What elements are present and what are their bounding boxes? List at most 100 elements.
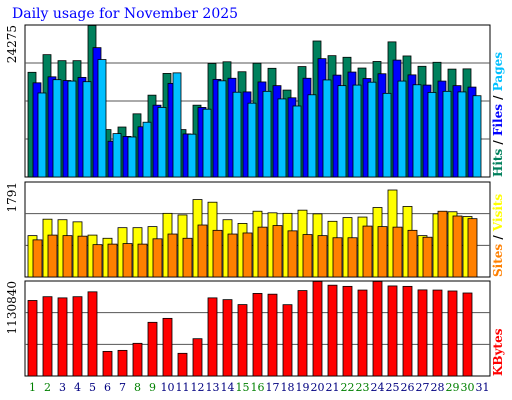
- day-label: 2: [44, 381, 51, 394]
- pages-bar: [157, 107, 167, 178]
- sites-bar: [92, 244, 103, 278]
- kbytes-bar: [297, 290, 308, 377]
- sites-bar: [377, 226, 388, 278]
- kbytes-bar: [72, 296, 83, 377]
- pages-bar: [217, 80, 227, 178]
- series-legend-label: Hits / Files / Pages: [491, 52, 505, 177]
- day-label: 11: [176, 381, 190, 394]
- kbytes-bar: [327, 284, 338, 377]
- pages-bar: [472, 95, 482, 178]
- sites-bar: [422, 236, 433, 278]
- day-label: 25: [386, 381, 400, 394]
- kbytes-bar: [372, 281, 383, 377]
- sites-bar: [452, 215, 463, 278]
- day-label: 29: [446, 381, 460, 394]
- day-label: 7: [119, 381, 126, 394]
- day-label: 8: [134, 381, 141, 394]
- day-label: 31: [476, 381, 490, 394]
- pages-bar: [442, 90, 452, 178]
- ymax-label: 24275: [5, 25, 19, 63]
- sites-bar: [392, 226, 403, 278]
- pages-bar: [427, 92, 437, 178]
- sites-bar: [407, 229, 418, 278]
- pages-bar: [457, 91, 467, 178]
- day-label: 26: [401, 381, 415, 394]
- kbytes-bar: [387, 285, 398, 377]
- kbytes-bar: [42, 296, 53, 377]
- sites-bar: [197, 224, 208, 278]
- sites-bar: [32, 239, 43, 278]
- sites-bar: [287, 230, 298, 278]
- kbytes-bar: [192, 338, 203, 377]
- pages-bar: [322, 79, 332, 178]
- day-label: 30: [461, 381, 475, 394]
- sites-bar: [212, 229, 223, 278]
- day-label: 28: [431, 381, 445, 394]
- pages-bar: [292, 105, 302, 178]
- day-label: 9: [149, 381, 156, 394]
- pages-bar: [277, 98, 287, 178]
- pages-bar: [142, 121, 152, 178]
- day-label: 4: [74, 381, 81, 394]
- sites-bar: [467, 218, 478, 278]
- kbytes-bar: [207, 297, 218, 377]
- kbytes-bar: [282, 304, 293, 377]
- kbytes-bar: [117, 349, 128, 377]
- pages-bar: [232, 91, 242, 178]
- kbytes-bar: [102, 350, 113, 377]
- day-label: 21: [326, 381, 340, 394]
- pages-bar: [172, 72, 182, 178]
- sites-bar: [62, 235, 73, 278]
- pages-bar: [337, 85, 347, 178]
- kbytes-bar: [432, 289, 443, 377]
- kbytes-bar: [147, 321, 158, 377]
- kbytes-bar: [237, 304, 248, 377]
- pages-bar: [52, 79, 62, 178]
- pages-bar: [412, 84, 422, 178]
- day-label: 3: [59, 381, 66, 394]
- panel-visits-sites: 1791 Sites / Visits: [5, 181, 505, 278]
- day-label: 5: [89, 381, 96, 394]
- pages-bar: [352, 84, 362, 178]
- day-label: 19: [296, 381, 310, 394]
- chart-panels: 24275 Hits / Files / Pages 1791 Sites / Vis…: [5, 24, 505, 377]
- pages-bar: [67, 80, 77, 178]
- panel-hits-files-pages: 24275 Hits / Files / Pages: [5, 24, 505, 178]
- kbytes-bar: [402, 285, 413, 377]
- kbytes-bar: [342, 285, 353, 377]
- kbytes-bar: [27, 300, 38, 377]
- chart-title: Daily usage for November 2025: [12, 6, 238, 22]
- pages-bar: [37, 92, 47, 178]
- day-label: 12: [191, 381, 205, 394]
- pages-bar: [112, 133, 122, 178]
- kbytes-bar: [177, 352, 188, 377]
- pages-bar: [397, 80, 407, 178]
- panel-kbytes: 1130840 KBytes: [5, 280, 505, 377]
- sites-bar: [437, 210, 448, 278]
- ymax-label: 1791: [5, 182, 19, 213]
- kbytes-bar: [417, 289, 428, 377]
- day-label: 23: [356, 381, 370, 394]
- pages-bar: [382, 92, 392, 178]
- kbytes-bar: [447, 290, 458, 377]
- kbytes-bar: [252, 293, 263, 377]
- day-label: 1: [29, 381, 36, 394]
- kbytes-bar: [462, 292, 473, 377]
- sites-bar: [182, 237, 193, 278]
- day-label: 17: [266, 381, 280, 394]
- day-label: 24: [371, 381, 385, 394]
- kbytes-bar: [222, 299, 233, 377]
- pages-bar: [187, 133, 197, 178]
- pages-bar: [262, 90, 272, 178]
- day-label: 15: [236, 381, 250, 394]
- sites-bar: [332, 237, 343, 278]
- sites-bar: [107, 243, 118, 278]
- sites-bar: [257, 226, 268, 278]
- day-label: 14: [221, 381, 235, 394]
- pages-bar: [82, 81, 92, 178]
- pages-bar: [307, 94, 317, 178]
- pages-bar: [127, 136, 137, 178]
- ymax-label: 1130840: [5, 281, 19, 334]
- day-label: 6: [104, 381, 111, 394]
- kbytes-bar: [87, 291, 98, 377]
